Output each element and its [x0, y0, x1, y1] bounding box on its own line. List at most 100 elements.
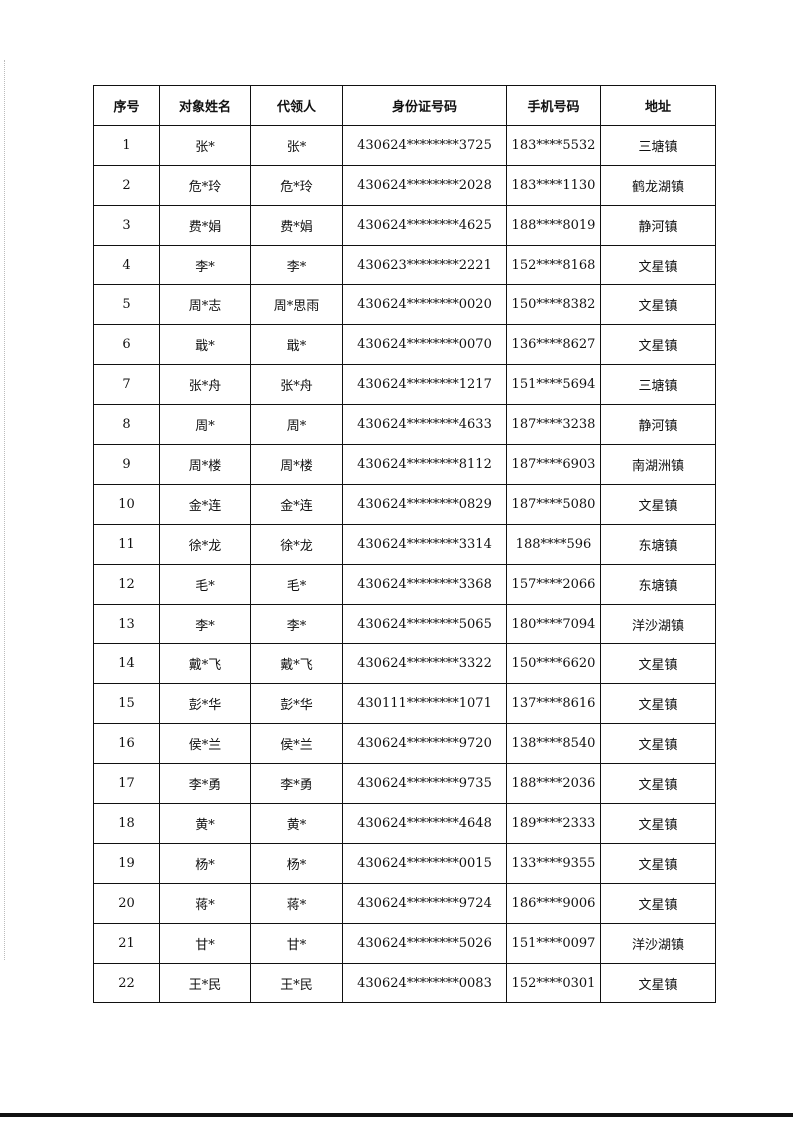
cell-id-number: 430624********4633	[342, 404, 507, 446]
cell-id-number: 430624********4625	[342, 204, 507, 246]
cell-address: 南湖洲镇	[600, 444, 716, 485]
column-header-name: 对象姓名	[159, 85, 251, 126]
cell-phone: 187****3238	[506, 404, 601, 446]
cell-address: 东塘镇	[600, 523, 716, 565]
cell-index: 4	[93, 244, 160, 286]
cell-proxy: 杨*	[250, 842, 343, 884]
cell-phone: 138****8540	[506, 723, 601, 765]
cell-address: 洋沙湖镇	[600, 922, 716, 964]
cell-proxy: 王*民	[250, 962, 343, 1004]
cell-address: 文星镇	[600, 244, 716, 286]
cell-phone: 180****7094	[506, 603, 601, 645]
cell-phone: 136****8627	[506, 324, 601, 366]
cell-proxy: 黄*	[250, 803, 343, 844]
cell-index: 5	[93, 284, 160, 326]
column-header-proxy: 代领人	[250, 85, 343, 126]
cell-id-number: 430624********8112	[342, 444, 507, 485]
cell-address: 文星镇	[600, 643, 716, 685]
table-row: 20 蒋* 蒋* 430624********9724 186****9006 文星镇	[93, 882, 716, 924]
cell-id-number: 430624********9735	[342, 763, 507, 805]
cell-index: 21	[93, 922, 160, 964]
cell-address: 文星镇	[600, 723, 716, 765]
cell-proxy: 李*勇	[250, 763, 343, 805]
column-header-phone: 手机号码	[506, 85, 601, 126]
cell-id-number: 430624********0020	[342, 284, 507, 326]
cell-name: 周*	[159, 404, 251, 446]
cell-name: 金*连	[159, 483, 251, 525]
table-row: 22 王*民 王*民 430624********0083 152****0301 文星镇	[93, 962, 716, 1004]
cell-phone: 188****2036	[506, 763, 601, 805]
cell-index: 17	[93, 763, 160, 805]
cell-phone: 157****2066	[506, 563, 601, 605]
cell-name: 李*	[159, 244, 251, 286]
cell-phone: 152****0301	[506, 962, 601, 1004]
column-header-index: 序号	[93, 85, 160, 126]
cell-address: 文星镇	[600, 683, 716, 725]
table-row: 16 侯*兰 侯*兰 430624********9720 138****8540 文星镇	[93, 723, 716, 765]
cell-id-number: 430624********9720	[342, 723, 507, 765]
cell-proxy: 戢*	[250, 324, 343, 366]
cell-name: 黄*	[159, 803, 251, 844]
cell-name: 周*楼	[159, 444, 251, 485]
cell-address: 东塘镇	[600, 563, 716, 605]
cell-address: 文星镇	[600, 962, 716, 1004]
cell-name: 徐*龙	[159, 523, 251, 565]
cell-index: 13	[93, 603, 160, 645]
cell-address: 静河镇	[600, 204, 716, 246]
cell-phone: 152****8168	[506, 244, 601, 286]
cell-phone: 151****0097	[506, 922, 601, 964]
cell-index: 6	[93, 324, 160, 366]
cell-index: 12	[93, 563, 160, 605]
cell-address: 文星镇	[600, 763, 716, 805]
cell-proxy: 侯*兰	[250, 723, 343, 765]
recipient-table: 序号 对象姓名 代领人 身份证号码 手机号码 地址 1 张* 张* 430624********…	[93, 85, 716, 1004]
table-row: 7 张*舟 张*舟 430624********1217 151****5694 三塘镇	[93, 364, 716, 406]
cell-address: 静河镇	[600, 404, 716, 446]
cell-phone: 150****6620	[506, 643, 601, 685]
cell-phone: 188****8019	[506, 204, 601, 246]
cell-index: 19	[93, 842, 160, 884]
table-row: 17 李*勇 李*勇 430624********9735 188****2036 文星镇	[93, 763, 716, 805]
cell-address: 洋沙湖镇	[600, 603, 716, 645]
cell-phone: 151****5694	[506, 364, 601, 406]
table-row: 3 费*娟 费*娟 430624********4625 188****8019 静河镇	[93, 204, 716, 246]
cell-id-number: 430624********2028	[342, 164, 507, 206]
cell-id-number: 430624********0070	[342, 324, 507, 366]
cell-proxy: 彭*华	[250, 683, 343, 725]
cell-id-number: 430624********3725	[342, 124, 507, 166]
cell-address: 文星镇	[600, 842, 716, 884]
cell-address: 三塘镇	[600, 124, 716, 166]
cell-name: 戴*飞	[159, 643, 251, 685]
cell-id-number: 430624********5026	[342, 922, 507, 964]
cell-index: 10	[93, 483, 160, 525]
table-row: 12 毛* 毛* 430624********3368 157****2066 东塘镇	[93, 563, 716, 605]
cell-name: 张*舟	[159, 364, 251, 406]
cell-id-number: 430111********1071	[342, 683, 507, 725]
cell-address: 文星镇	[600, 324, 716, 366]
cell-phone: 189****2333	[506, 803, 601, 844]
cell-phone: 188****596	[506, 523, 601, 565]
cell-name: 毛*	[159, 563, 251, 605]
table-row: 21 甘* 甘* 430624********5026 151****0097 洋沙湖镇	[93, 922, 716, 964]
cell-index: 7	[93, 364, 160, 406]
cell-name: 李*	[159, 603, 251, 645]
cell-name: 甘*	[159, 922, 251, 964]
cell-proxy: 李*	[250, 603, 343, 645]
cell-address: 鹤龙湖镇	[600, 164, 716, 206]
cell-address: 三塘镇	[600, 364, 716, 406]
cell-id-number: 430623********2221	[342, 244, 507, 286]
table-row: 14 戴*飞 戴*飞 430624********3322 150****6620 文星镇	[93, 643, 716, 685]
table-row: 18 黄* 黄* 430624********4648 189****2333 文星镇	[93, 803, 716, 844]
cell-address: 文星镇	[600, 803, 716, 844]
cell-index: 8	[93, 404, 160, 446]
cell-id-number: 430624********3322	[342, 643, 507, 685]
cell-address: 文星镇	[600, 483, 716, 525]
cell-name: 蒋*	[159, 882, 251, 924]
page-bottom-bar	[0, 1113, 793, 1117]
cell-name: 危*玲	[159, 164, 251, 206]
cell-proxy: 周*	[250, 404, 343, 446]
cell-phone: 187****5080	[506, 483, 601, 525]
cell-proxy: 戴*飞	[250, 643, 343, 685]
cell-id-number: 430624********0015	[342, 842, 507, 884]
table-header-row: 序号 对象姓名 代领人 身份证号码 手机号码 地址	[93, 85, 716, 126]
